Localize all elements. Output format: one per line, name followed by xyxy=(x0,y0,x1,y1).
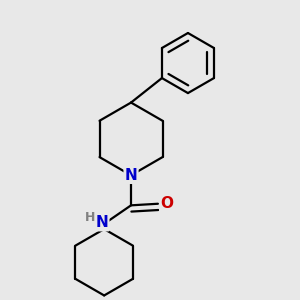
Text: H: H xyxy=(85,211,96,224)
Text: N: N xyxy=(96,215,108,230)
Text: O: O xyxy=(160,196,173,211)
Text: N: N xyxy=(125,168,137,183)
